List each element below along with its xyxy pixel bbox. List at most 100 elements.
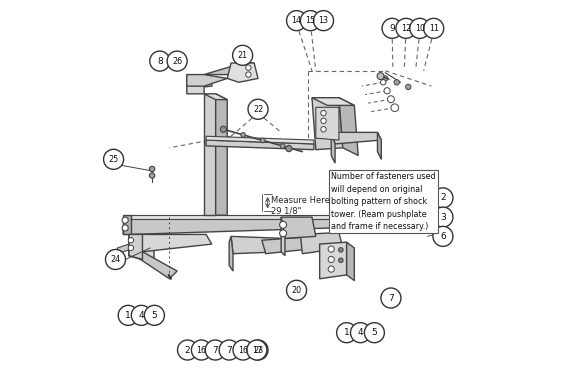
Circle shape [300,10,320,31]
Circle shape [321,111,326,116]
Polygon shape [129,234,135,258]
Circle shape [433,207,453,227]
Circle shape [122,217,128,223]
Circle shape [150,51,170,71]
Polygon shape [262,236,320,254]
Text: 7: 7 [388,293,394,303]
Polygon shape [300,232,343,254]
Polygon shape [229,236,233,271]
Text: 2: 2 [440,193,446,203]
Circle shape [394,80,400,85]
Circle shape [118,305,139,326]
Text: 8: 8 [157,57,162,66]
Polygon shape [131,215,370,219]
Text: 2: 2 [185,346,190,355]
Circle shape [246,72,251,77]
Circle shape [382,18,402,38]
Circle shape [246,65,251,70]
Text: 20: 20 [291,286,302,295]
Text: 25: 25 [108,155,119,164]
Circle shape [381,288,401,308]
Polygon shape [281,217,316,238]
Circle shape [167,51,187,71]
Text: 1: 1 [344,328,349,337]
Circle shape [149,166,155,171]
Polygon shape [281,217,285,256]
Polygon shape [204,94,215,215]
Text: 15: 15 [306,16,315,25]
Circle shape [149,173,155,178]
Text: 12: 12 [401,24,411,33]
Circle shape [377,73,384,80]
Circle shape [351,323,370,343]
Circle shape [205,340,225,360]
Circle shape [328,246,335,252]
Polygon shape [347,242,355,281]
Text: 23: 23 [253,346,263,355]
Polygon shape [123,215,131,234]
Polygon shape [316,107,339,140]
Circle shape [321,118,326,123]
Circle shape [321,126,326,132]
Circle shape [131,305,151,326]
Text: Measure Here
29 1/8": Measure Here 29 1/8" [271,196,329,215]
Text: 5: 5 [152,311,157,320]
Text: 4: 4 [358,328,363,337]
Circle shape [337,323,357,343]
Circle shape [220,126,226,132]
Circle shape [177,340,198,360]
Polygon shape [204,63,254,74]
Circle shape [424,18,443,38]
Polygon shape [331,132,335,163]
Polygon shape [204,94,227,100]
Polygon shape [331,132,381,144]
Circle shape [104,149,124,169]
Polygon shape [320,242,347,279]
Text: 11: 11 [429,24,439,33]
Polygon shape [312,98,355,106]
Polygon shape [187,74,212,94]
Text: 21: 21 [238,51,248,60]
Circle shape [248,99,268,119]
Circle shape [314,10,333,31]
Circle shape [339,248,343,252]
Polygon shape [206,140,314,150]
Text: 13: 13 [319,16,328,25]
Polygon shape [187,74,227,86]
Circle shape [122,225,128,231]
Circle shape [219,340,239,360]
Circle shape [364,323,384,343]
Polygon shape [231,236,281,254]
Polygon shape [215,94,227,215]
Polygon shape [312,98,343,150]
Text: 5: 5 [372,328,377,337]
Circle shape [384,88,390,94]
Circle shape [128,237,133,243]
Circle shape [339,258,343,263]
Circle shape [287,280,307,300]
Circle shape [233,340,253,360]
Text: 7: 7 [213,346,218,355]
Polygon shape [227,63,258,82]
Circle shape [280,230,287,237]
Polygon shape [123,219,370,234]
Circle shape [260,138,265,143]
Polygon shape [377,132,381,159]
Text: 10: 10 [415,24,425,33]
Circle shape [396,18,416,38]
Circle shape [328,256,335,263]
Polygon shape [129,234,154,263]
Circle shape [280,144,285,148]
Text: Number of fasteners used
will depend on original
bolting pattern of shock
tower.: Number of fasteners used will depend on … [331,172,436,231]
Circle shape [382,76,388,81]
Circle shape [433,188,453,208]
Circle shape [248,340,268,360]
Text: 26: 26 [172,57,182,66]
Text: 14: 14 [292,16,302,25]
Text: 17: 17 [252,346,262,355]
Circle shape [391,104,398,112]
Circle shape [388,96,394,103]
Circle shape [280,221,287,228]
Circle shape [328,266,335,272]
Circle shape [144,305,164,326]
